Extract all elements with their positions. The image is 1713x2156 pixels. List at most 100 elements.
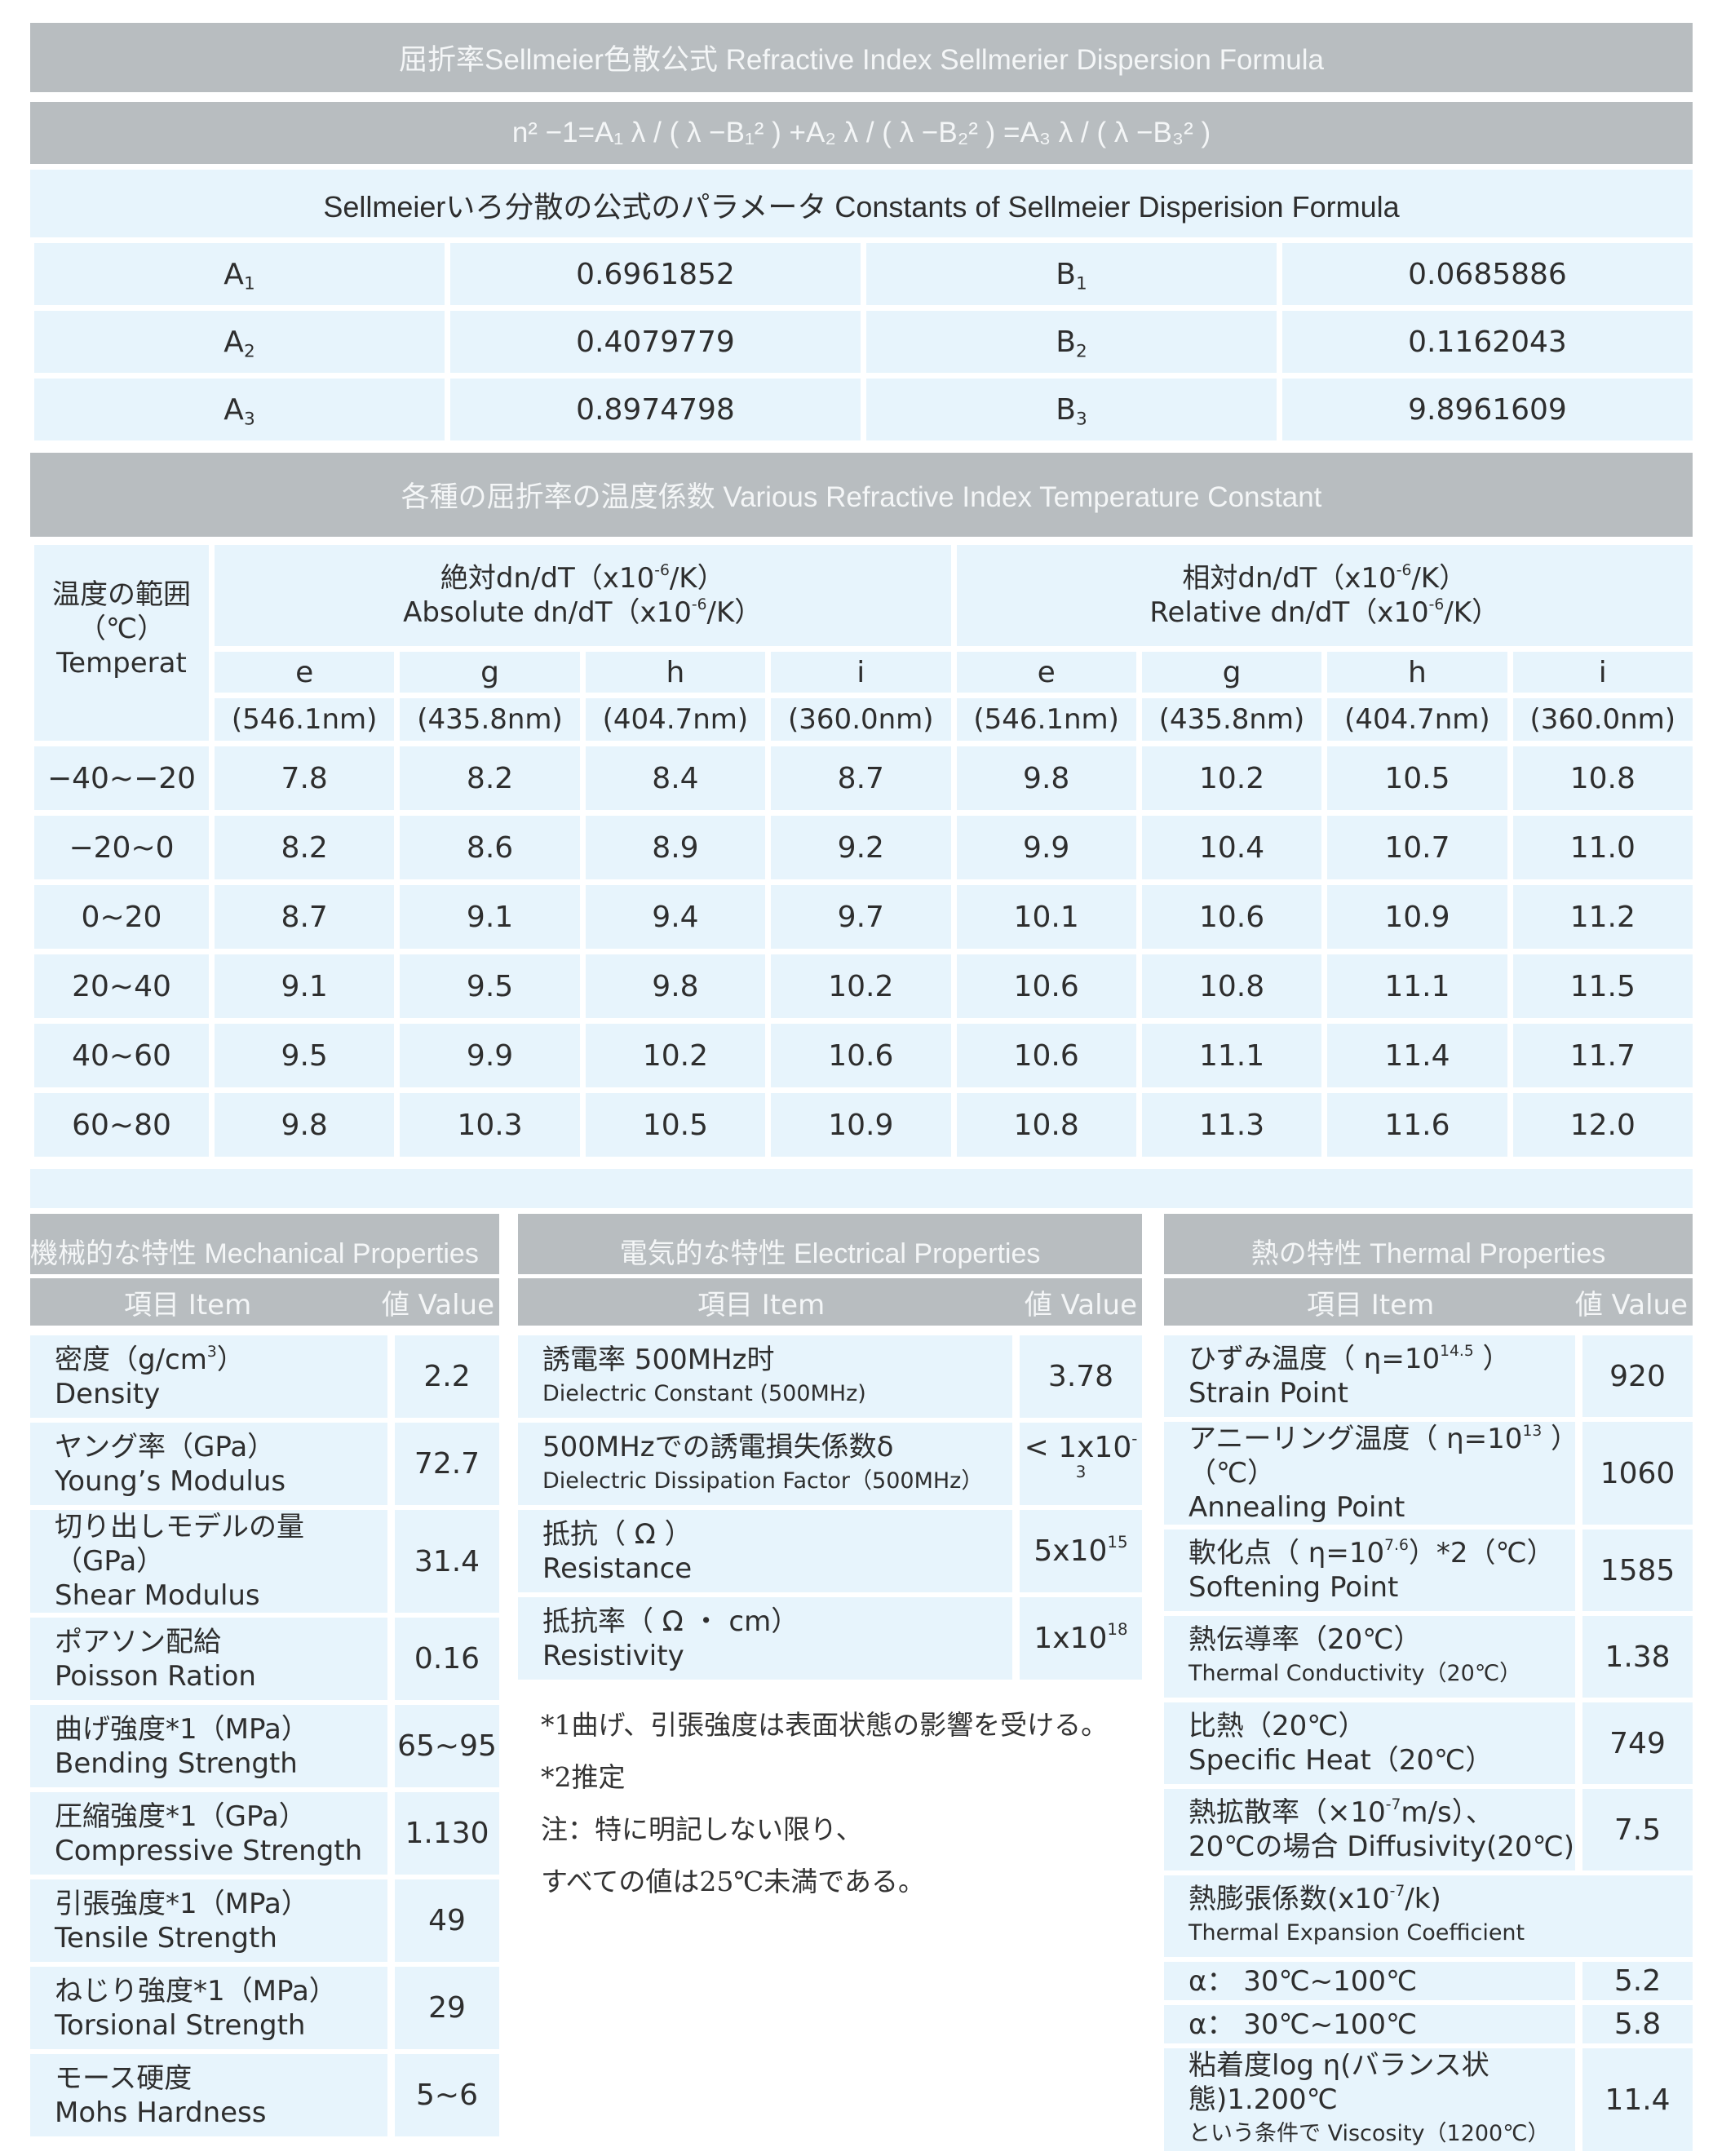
spectral-line: h xyxy=(1327,652,1507,693)
dn-dt-value: 10.8 xyxy=(1512,746,1693,810)
property-value: 7.5 xyxy=(1575,1789,1693,1870)
property-value: 2.2 xyxy=(387,1335,499,1418)
a-symbol: A xyxy=(224,392,244,427)
dn-dt-value: 10.7 xyxy=(1327,816,1507,879)
property-row: 抵抗率（ Ω ・ cm） Resistivity 1x1018 xyxy=(518,1597,1142,1680)
dn-dt-value: 9.5 xyxy=(215,1024,395,1087)
property-name: 軟化点（ η=107.6）*2（℃） Softening Point xyxy=(1164,1530,1575,1611)
dn-dt-value: 8.2 xyxy=(215,816,395,879)
dn-dt-value: 9.9 xyxy=(400,1024,580,1087)
dn-dt-value: 10.3 xyxy=(400,1093,580,1157)
property-value: 65~95 xyxy=(387,1705,499,1787)
property-name: 切り出しモデルの量（GPa） Shear Modulus xyxy=(30,1510,387,1613)
dn-dt-value: 8.6 xyxy=(400,816,580,879)
spectral-line: g xyxy=(1141,652,1322,693)
property-row: ヤング率（GPa） Young’s Modulus 72.7 xyxy=(30,1423,499,1505)
b-symbol: B xyxy=(1056,257,1076,291)
property-row: ポアソン配給 Poisson Ration 0.16 xyxy=(30,1618,499,1700)
property-value: 1.38 xyxy=(1575,1616,1693,1698)
spacer-strip xyxy=(30,1169,1693,1208)
dn-dt-value: 10.6 xyxy=(1141,885,1322,949)
absolute-header: 絶対dn/dT（x10-6/K） Absolute dn/dT（x10-6/K） xyxy=(215,545,951,646)
property-value: 5.2 xyxy=(1575,1962,1693,2000)
value-header: 値 Value xyxy=(381,1288,494,1321)
absolute-line2: Absolute dn/dT（x10-6/K） xyxy=(403,596,763,629)
dn-dt-value: 10.8 xyxy=(1141,954,1322,1018)
wavelength: (404.7nm) xyxy=(585,698,766,741)
dn-dt-value: 12.0 xyxy=(1512,1093,1693,1157)
property-value: 49 xyxy=(387,1879,499,1962)
a-value: 0.8974798 xyxy=(450,379,861,440)
dn-dt-value: 11.5 xyxy=(1512,954,1693,1018)
property-name: 圧縮強度*1（GPa） Compressive Strength xyxy=(30,1792,387,1875)
value-header: 値 Value xyxy=(1574,1288,1688,1321)
property-name: 粘着度log η(バランス状態)1.200℃ という条件で Viscosity（1… xyxy=(1164,2048,1575,2151)
spectral-line: e xyxy=(956,652,1136,693)
property-name: 密度（g/cm3） Density xyxy=(30,1335,387,1418)
absolute-line1: 絶対dn/dT（x10-6/K） xyxy=(440,562,725,595)
dn-dt-value: 8.7 xyxy=(215,885,395,949)
dn-dt-value: 10.2 xyxy=(771,954,951,1018)
dn-dt-value: 9.7 xyxy=(771,885,951,949)
dn-dt-value: 9.2 xyxy=(771,816,951,879)
a-value: 0.6961852 xyxy=(450,243,861,305)
spectral-line: e xyxy=(215,652,395,693)
a-subscript: 3 xyxy=(243,408,255,429)
property-row: 誘電率 500MHz时 Dielectric Constant (500MHz) 3… xyxy=(518,1335,1142,1418)
a-label: A3 xyxy=(34,379,445,440)
b-value: 0.1162043 xyxy=(1282,311,1693,373)
temperature-title-bar: 各種の屈折率の温度係数 Various Refractive Index Tem… xyxy=(30,453,1693,537)
item-header: 項目 Item xyxy=(124,1288,252,1321)
property-name: 曲げ強度*1（MPa） Bending Strength xyxy=(30,1705,387,1787)
b-label: B1 xyxy=(866,243,1277,305)
dn-dt-value: 10.2 xyxy=(585,1024,766,1087)
property-name: 500MHzでの誘電損失係数δ Dielectric Dissipation Fa… xyxy=(518,1423,1012,1505)
property-name: 抵抗（ Ω ） Resistance xyxy=(518,1510,1012,1592)
dn-dt-value: 10.9 xyxy=(771,1093,951,1157)
property-row: 熱伝導率（20℃） Thermal Conductivity（20℃） 1.38 xyxy=(1164,1616,1693,1698)
temperature-range: −40~−20 xyxy=(34,746,209,810)
dn-dt-value: 11.4 xyxy=(1327,1024,1507,1087)
b-symbol: B xyxy=(1056,392,1076,427)
property-value: 72.7 xyxy=(387,1423,499,1505)
constants-title-bar: Sellmeierいろ分散の公式のパラメータ Constants of Sell… xyxy=(30,170,1693,240)
b-subscript: 3 xyxy=(1075,408,1087,429)
mechanical-title: 機械的な特性 Mechanical Properties xyxy=(30,1238,479,1269)
b-value: 9.8961609 xyxy=(1282,379,1693,440)
constant-row: A1 0.6961852 B1 0.0685886 xyxy=(34,243,1693,305)
wavelength: (360.0nm) xyxy=(771,698,951,741)
property-name: 引張強度*1（MPa） Tensile Strength xyxy=(30,1879,387,1962)
dn-dt-value: 11.3 xyxy=(1141,1093,1322,1157)
property-row: 粘着度log η(バランス状態)1.200℃ という条件で Viscosity（1… xyxy=(1164,2048,1693,2151)
a-subscript: 1 xyxy=(243,272,255,294)
mechanical-title-bar: 機械的な特性 Mechanical Properties xyxy=(30,1214,499,1274)
property-name: アニーリング温度（ η=1013 ）（℃） Annealing Point xyxy=(1164,1422,1575,1525)
property-row: α： 30℃~100℃ 5.8 xyxy=(1164,2005,1693,2043)
a-subscript: 2 xyxy=(243,340,255,361)
b-label: B3 xyxy=(866,379,1277,440)
thermal-title-bar: 熱の特性 Thermal Properties xyxy=(1164,1214,1693,1274)
property-row: 比熱（20℃） Specific Heat（20℃） 749 xyxy=(1164,1702,1693,1784)
dn-dt-value: 9.4 xyxy=(585,885,766,949)
property-value: 920 xyxy=(1575,1335,1693,1417)
property-name: 熱伝導率（20℃） Thermal Conductivity（20℃） xyxy=(1164,1616,1575,1698)
dn-dt-value: 7.8 xyxy=(215,746,395,810)
dn-dt-value: 9.5 xyxy=(400,954,580,1018)
wavelength: (404.7nm) xyxy=(1327,698,1507,741)
property-name: ポアソン配給 Poisson Ration xyxy=(30,1618,387,1700)
electrical-title-bar: 電気的な特性 Electrical Properties xyxy=(518,1214,1142,1274)
property-name: 誘電率 500MHz时 Dielectric Constant (500MHz) xyxy=(518,1335,1012,1418)
dn-dt-value: 10.2 xyxy=(1141,746,1322,810)
dn-dt-value: 8.7 xyxy=(771,746,951,810)
temperature-row: 60~80 9.8 10.3 10.5 10.9 10.8 11.3 11.6 12.0 xyxy=(34,1093,1693,1157)
temperature-row: 0~20 8.7 9.1 9.4 9.7 10.1 10.6 10.9 11.2 xyxy=(34,885,1693,949)
temperature-row: −40~−20 7.8 8.2 8.4 8.7 9.8 10.2 10.5 10.8 xyxy=(34,746,1693,810)
spectral-line: i xyxy=(771,652,951,693)
temperature-table: 温度の範囲 （℃） Temperat 絶対dn/dT（x10-6/K） Absolu… xyxy=(29,539,1698,1162)
property-row: 軟化点（ η=107.6）*2（℃） Softening Point 1585 xyxy=(1164,1530,1693,1611)
dn-dt-value: 10.5 xyxy=(585,1093,766,1157)
dn-dt-value: 9.8 xyxy=(585,954,766,1018)
property-row: α： 30℃~100℃ 5.2 xyxy=(1164,1962,1693,2000)
property-value: 11.4 xyxy=(1575,2048,1693,2151)
property-value: 5x1015 xyxy=(1012,1510,1142,1592)
